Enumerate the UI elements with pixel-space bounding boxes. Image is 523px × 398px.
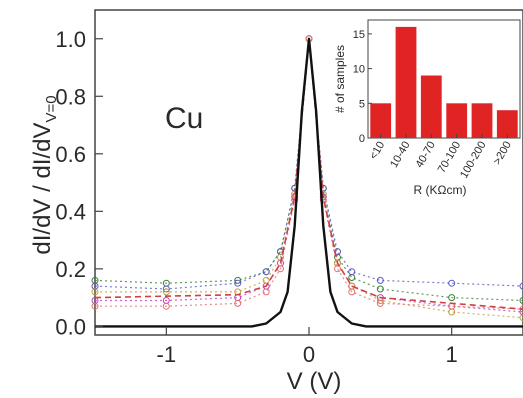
series-6-point bbox=[334, 265, 341, 273]
inset-y-tick-label: 15 bbox=[353, 29, 365, 41]
main-y-ticks: 0.0 0.2 0.4 0.6 0.8 1.0 bbox=[55, 27, 103, 339]
inset-y-ticks: 0 5 10 15 bbox=[353, 29, 372, 145]
series-5-point bbox=[262, 276, 270, 284]
y-tick-label: 1.0 bbox=[55, 27, 86, 52]
inset-plot-frame bbox=[367, 19, 521, 139]
y-axis-title: dI/dV / dI/dVV=0 bbox=[29, 95, 60, 254]
series-6-point bbox=[91, 302, 99, 310]
series-6-point bbox=[234, 299, 242, 307]
series-2-point bbox=[376, 285, 384, 293]
series-5-point bbox=[519, 314, 523, 322]
x-axis-title: V (V) bbox=[287, 368, 342, 395]
series-5-point bbox=[162, 288, 170, 296]
inset-bar bbox=[370, 103, 392, 138]
series-3-point bbox=[519, 282, 523, 290]
y-tick-label: 0.2 bbox=[55, 257, 86, 282]
inset-y-title-group: # of samples bbox=[333, 45, 347, 113]
y-tick-label: 0.4 bbox=[55, 199, 86, 224]
series-5-point bbox=[91, 288, 99, 296]
series-0-line bbox=[95, 37, 523, 328]
series-6-point bbox=[291, 196, 299, 204]
inset-bar bbox=[420, 75, 442, 138]
inset-bar bbox=[496, 110, 518, 138]
y-tick-label: 0.0 bbox=[55, 314, 86, 339]
y-tick-label: 0.8 bbox=[55, 84, 86, 109]
x-tick-label: 1 bbox=[446, 342, 458, 367]
y-axis-title-sub: V=0 bbox=[43, 95, 60, 122]
inset-background bbox=[362, 12, 522, 182]
main-x-ticks: -1 0 1 bbox=[157, 327, 458, 367]
series-2-point bbox=[348, 274, 356, 281]
series-2-point bbox=[519, 297, 523, 304]
y-tick-label: 0.6 bbox=[55, 142, 86, 167]
series-4-point bbox=[519, 308, 523, 316]
inset-bar bbox=[395, 26, 417, 138]
series-3-point bbox=[376, 276, 384, 284]
x-tick-label: 0 bbox=[303, 342, 315, 367]
series-2-point bbox=[448, 294, 456, 302]
series-6-point bbox=[262, 288, 270, 296]
inset-bar bbox=[471, 103, 493, 138]
series-6-point bbox=[376, 299, 384, 307]
inset-bar bbox=[446, 103, 468, 138]
series-3-point bbox=[262, 268, 270, 276]
inset-y-tick-label: 10 bbox=[353, 64, 365, 76]
series-3-point bbox=[234, 279, 242, 287]
series-6-point bbox=[162, 302, 170, 310]
series-2-point bbox=[234, 276, 242, 284]
x-tick-label: -1 bbox=[157, 342, 177, 367]
series-6-point bbox=[348, 288, 356, 296]
inset-x-axis-title: R (KΩcm) bbox=[414, 183, 467, 197]
y-axis-title-group: dI/dV / dI/dVV=0 bbox=[29, 95, 60, 254]
inset-y-axis-title: # of samples bbox=[333, 45, 347, 113]
y-axis-title-main: dI/dV / dI/dV bbox=[29, 123, 56, 255]
inset-bars bbox=[370, 26, 518, 138]
series-1-line bbox=[94, 38, 523, 310]
curve-annotation: Cu bbox=[165, 102, 203, 135]
inset-y-tick-label: 5 bbox=[359, 98, 365, 110]
inset-y-tick-label: 0 bbox=[359, 133, 365, 145]
main-curves bbox=[91, 35, 523, 328]
series-3-point bbox=[348, 268, 356, 276]
series-3-point bbox=[448, 279, 456, 287]
